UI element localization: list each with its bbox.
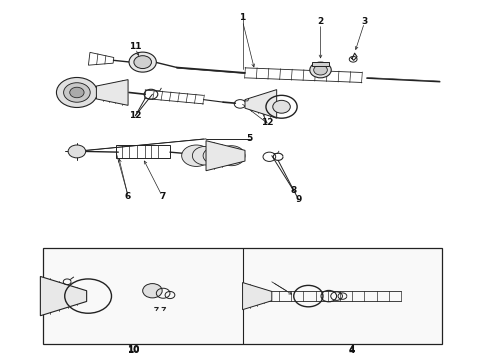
Circle shape xyxy=(273,100,290,113)
Polygon shape xyxy=(40,276,87,316)
Circle shape xyxy=(143,284,162,298)
Circle shape xyxy=(134,56,151,68)
Circle shape xyxy=(310,62,331,78)
Circle shape xyxy=(70,87,84,98)
Circle shape xyxy=(64,83,90,102)
Polygon shape xyxy=(245,90,277,118)
Circle shape xyxy=(193,147,218,165)
Text: 7: 7 xyxy=(159,192,165,201)
Text: 6: 6 xyxy=(125,192,131,201)
Text: 5: 5 xyxy=(247,134,253,143)
Circle shape xyxy=(182,145,211,166)
Bar xyxy=(43,248,442,344)
Circle shape xyxy=(203,148,224,163)
Text: 2: 2 xyxy=(318,17,323,26)
Text: 9: 9 xyxy=(295,195,302,204)
Circle shape xyxy=(129,52,156,72)
Text: 12: 12 xyxy=(129,111,142,120)
Circle shape xyxy=(218,146,245,166)
Text: 3: 3 xyxy=(361,17,368,26)
Text: 10: 10 xyxy=(127,346,139,355)
Polygon shape xyxy=(243,283,272,310)
Text: 1: 1 xyxy=(240,13,245,22)
Polygon shape xyxy=(206,141,245,171)
Text: 11: 11 xyxy=(129,41,142,50)
Text: 4: 4 xyxy=(349,346,355,355)
Circle shape xyxy=(214,149,231,162)
Text: 8: 8 xyxy=(291,186,297,195)
Bar xyxy=(116,145,170,158)
Circle shape xyxy=(314,65,327,75)
Polygon shape xyxy=(97,80,128,105)
Text: 10: 10 xyxy=(127,345,139,354)
Bar xyxy=(312,62,329,66)
Circle shape xyxy=(56,77,98,108)
Circle shape xyxy=(68,145,86,158)
Text: 4: 4 xyxy=(349,345,355,354)
Text: 12: 12 xyxy=(261,118,273,127)
